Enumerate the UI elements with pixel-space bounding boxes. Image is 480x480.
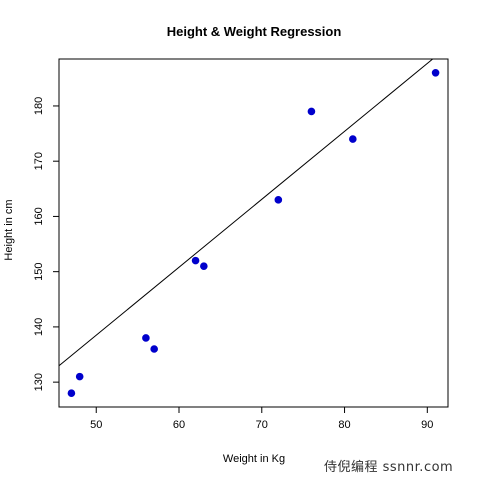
regression-line [58,58,434,367]
chart-title: Height & Weight Regression [167,24,342,39]
y-tick-label: 140 [33,318,45,336]
x-tick-label: 70 [256,419,268,431]
y-tick-label: 170 [33,152,45,170]
y-tick-label: 160 [33,207,45,225]
x-axis-label: Weight in Kg [223,453,285,465]
x-tick-label: 80 [338,419,350,431]
data-point-4 [150,345,158,353]
y-tick-label: 130 [33,373,45,391]
data-point-6 [200,262,208,270]
x-tick-label: 60 [173,419,185,431]
data-point-2 [75,372,84,381]
plot-frame [58,58,449,408]
watermark-text: 侍倪编程 ssnnr.com [324,460,454,475]
data-point-10 [431,69,440,77]
data-point-9 [349,135,357,143]
data-point-7 [274,196,283,204]
y-tick-label: 150 [33,262,45,280]
data-point-8 [307,107,316,116]
data-point-5 [191,256,200,265]
x-tick-label: 50 [90,419,102,431]
data-point-3 [142,334,150,342]
y-tick-label: 180 [33,97,45,115]
data-point-1 [67,389,76,397]
x-tick-label: 90 [421,419,433,431]
y-axis-label: Height in cm [3,199,15,260]
